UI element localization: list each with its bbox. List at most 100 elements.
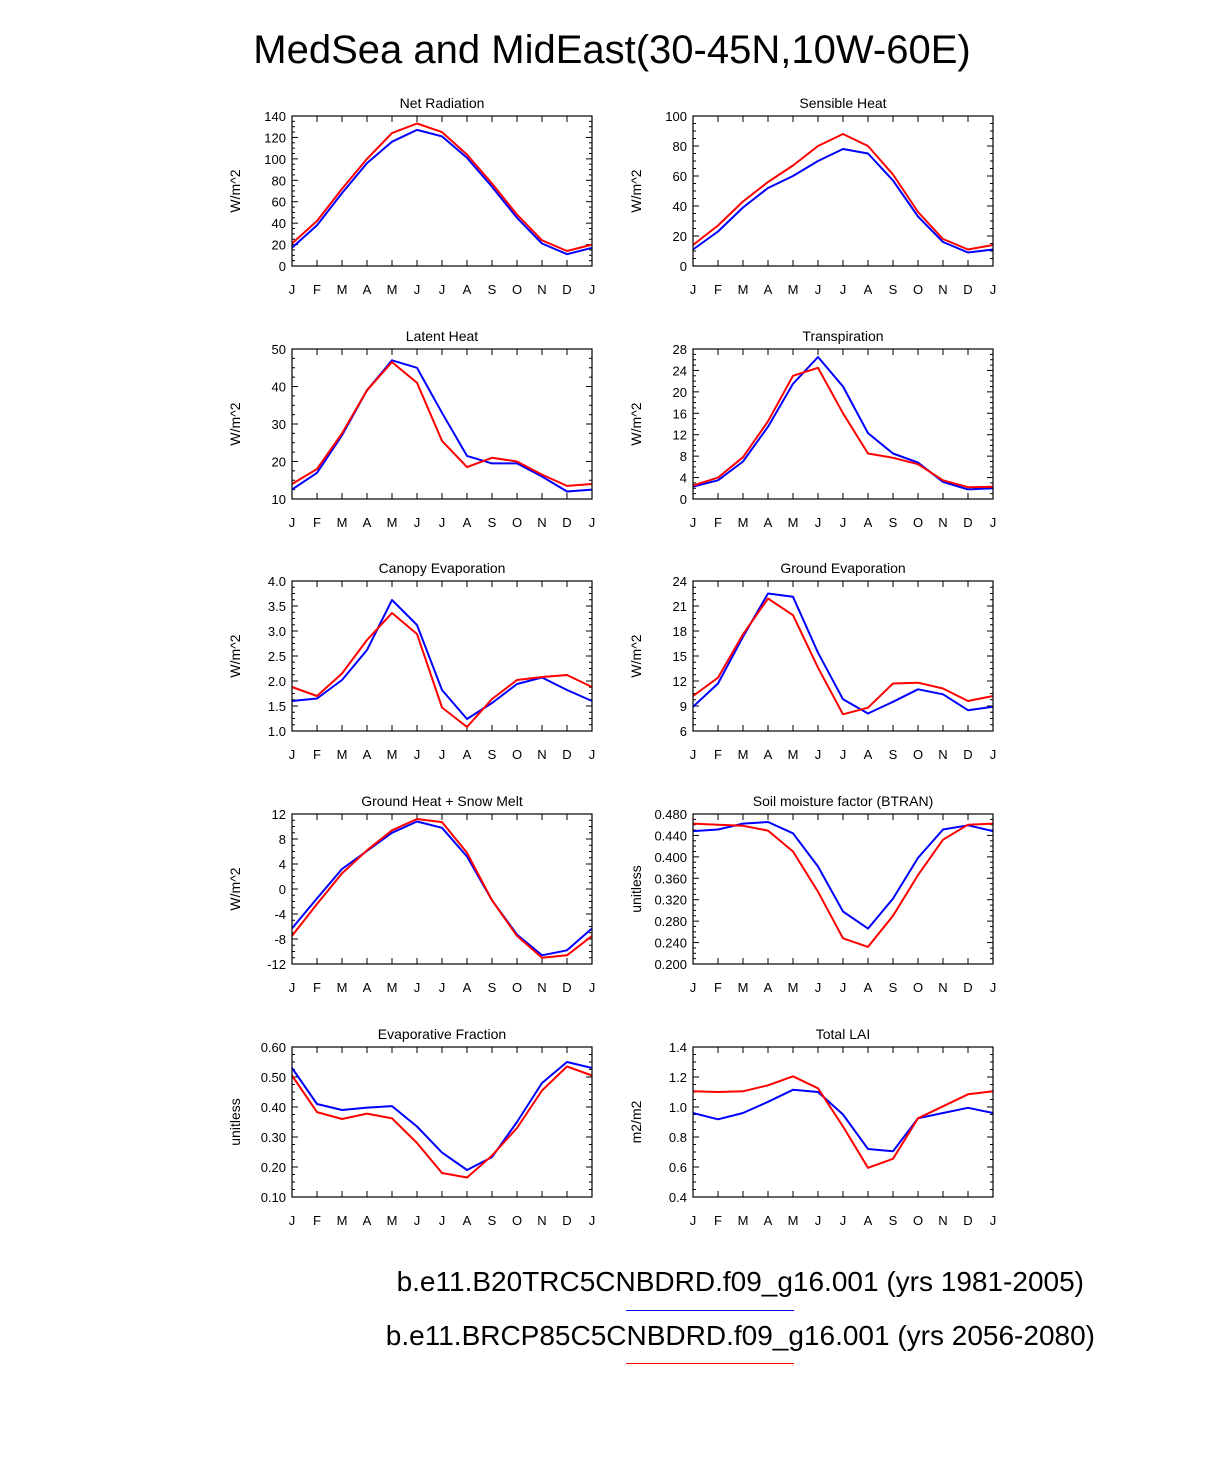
series-line-2 — [291, 818, 593, 959]
x-tick-label: D — [963, 747, 972, 762]
y-tick-label: 16 — [673, 406, 687, 421]
x-tick-label: F — [714, 282, 722, 297]
x-tick-label: F — [313, 282, 321, 297]
y-tick-label: 40 — [272, 380, 286, 395]
y-tick-label: 1.0 — [669, 1100, 687, 1115]
y-tick-label: 0.4 — [669, 1190, 687, 1205]
x-tick-label: J — [289, 515, 296, 530]
x-tick-label: A — [463, 1213, 472, 1228]
panel-title: Canopy Evaporation — [379, 560, 506, 576]
x-tick-label: F — [313, 980, 321, 995]
y-tick-label: 100 — [264, 152, 286, 167]
x-tick-label: J — [289, 282, 296, 297]
plot-frame — [291, 115, 593, 267]
series-line-1 — [692, 1088, 994, 1153]
y-tick-label: 40 — [272, 216, 286, 231]
series-line-2 — [291, 612, 593, 728]
x-tick-label: A — [764, 282, 773, 297]
x-tick-label: J — [840, 980, 847, 995]
y-tick-label: 1.2 — [669, 1070, 687, 1085]
series-line-1 — [291, 1061, 593, 1171]
x-tick-label: M — [387, 515, 398, 530]
x-tick-label: J — [840, 1213, 847, 1228]
y-tick-label: 100 — [665, 109, 687, 124]
x-tick-label: J — [439, 1213, 446, 1228]
plot-frame — [291, 1046, 593, 1198]
panel-title: Ground Evaporation — [780, 560, 905, 576]
x-tick-label: O — [512, 980, 522, 995]
y-tick-label: -12 — [267, 957, 286, 972]
x-tick-label: N — [938, 1213, 947, 1228]
x-tick-label: O — [913, 980, 923, 995]
x-tick-label: J — [990, 747, 997, 762]
x-tick-label: S — [889, 282, 898, 297]
legend-entry-2-swatch — [626, 1363, 794, 1364]
y-tick-label: 60 — [673, 169, 687, 184]
x-tick-label: O — [512, 515, 522, 530]
x-tick-label: M — [738, 282, 749, 297]
x-tick-label: J — [589, 1213, 596, 1228]
series-line-1 — [692, 356, 994, 491]
y-tick-label: 4.0 — [268, 574, 286, 589]
series-line-2 — [291, 361, 593, 487]
panel-7: Ground Heat + Snow Melt W/m^2 -12 -8 -4 0 4 8 12… — [227, 793, 595, 995]
y-tick-label: 20 — [272, 238, 286, 253]
x-tick-label: F — [313, 515, 321, 530]
x-tick-label: A — [764, 747, 773, 762]
x-tick-label: J — [815, 747, 822, 762]
y-tick-label: 0.10 — [261, 1190, 286, 1205]
series-line-1 — [291, 599, 593, 720]
x-tick-label: A — [864, 980, 873, 995]
x-tick-label: N — [537, 980, 546, 995]
x-tick-label: M — [337, 747, 348, 762]
plot-frame — [291, 813, 593, 965]
x-tick-label: A — [864, 282, 873, 297]
x-tick-label: S — [488, 515, 497, 530]
x-tick-label: N — [537, 747, 546, 762]
series-line-2 — [291, 1065, 593, 1179]
x-tick-label: M — [738, 980, 749, 995]
x-tick-label: A — [864, 747, 873, 762]
series-line-1 — [692, 148, 994, 254]
y-tick-label: 0.60 — [261, 1040, 286, 1055]
x-tick-label: J — [690, 980, 697, 995]
y-tick-label: 24 — [673, 574, 687, 589]
y-tick-label: 0.320 — [654, 893, 687, 908]
plot-frame — [692, 348, 994, 500]
x-tick-label: N — [537, 282, 546, 297]
x-tick-label: J — [289, 1213, 296, 1228]
y-tick-label: 0 — [680, 492, 687, 507]
series-line-1 — [291, 820, 593, 957]
y-tick-label: -4 — [274, 907, 286, 922]
series-line-2 — [692, 366, 994, 489]
x-tick-label: O — [913, 1213, 923, 1228]
y-tick-label: 0.200 — [654, 957, 687, 972]
y-tick-label: 0 — [279, 259, 286, 274]
y-axis-label: unitless — [628, 865, 644, 912]
x-tick-label: J — [815, 1213, 822, 1228]
y-tick-label: 50 — [272, 342, 286, 357]
x-tick-label: J — [990, 1213, 997, 1228]
y-tick-label: 4 — [279, 857, 286, 872]
y-tick-label: 0.480 — [654, 807, 687, 822]
x-tick-label: J — [840, 747, 847, 762]
x-tick-label: S — [889, 980, 898, 995]
legend-entry-1-label: b.e11.B20TRC5CNBDRD.f09_g16.001 (yrs 198… — [396, 1266, 1084, 1297]
y-tick-label: 80 — [272, 173, 286, 188]
series-line-1 — [692, 821, 994, 930]
x-tick-label: D — [562, 747, 571, 762]
series-line-2 — [692, 597, 994, 716]
panel-title: Transpiration — [802, 328, 883, 344]
plot-frame — [291, 580, 593, 732]
x-tick-label: A — [363, 980, 372, 995]
y-tick-label: 30 — [272, 417, 286, 432]
x-tick-label: M — [337, 1213, 348, 1228]
x-tick-label: F — [714, 980, 722, 995]
y-tick-label: 28 — [673, 342, 687, 357]
y-axis-label: m2/m2 — [628, 1100, 644, 1143]
x-tick-label: N — [938, 515, 947, 530]
x-tick-label: D — [562, 1213, 571, 1228]
